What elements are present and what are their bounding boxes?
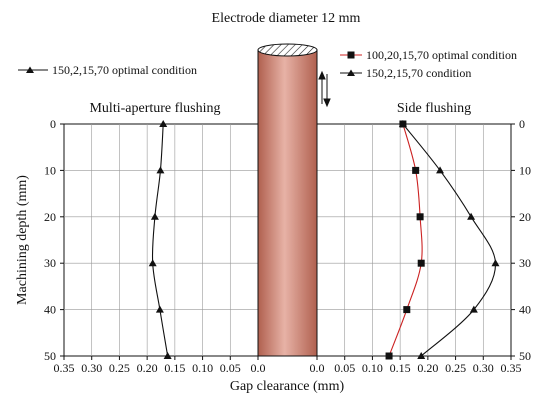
electrode xyxy=(257,43,318,357)
y-tick-label-right: 50 xyxy=(519,349,531,363)
x-axis-label: Gap clearance (mm) xyxy=(230,379,345,394)
axis-ticks: 0.35 0.30 0.25 0.20 0.15 0.10 0.05 0.0 0.0 0.05 0.… xyxy=(44,117,531,375)
right-series-1-point xyxy=(491,259,500,267)
series-layer xyxy=(148,120,500,360)
x-tick-label: 0.10 xyxy=(362,361,383,375)
right-legend-label-2: 150,2,15,70 condition xyxy=(366,66,471,80)
y-tick-label-left: 40 xyxy=(44,303,56,317)
x-tick-label: 0.0 xyxy=(310,361,325,375)
y-tick-label-right: 40 xyxy=(519,303,531,317)
left-legend-label: 150,2,15,70 optimal condition xyxy=(52,63,197,77)
y-axis-label: Machining depth (mm) xyxy=(15,175,30,305)
right-series-0-point xyxy=(416,213,424,221)
x-tick-label: 0.35 xyxy=(54,361,75,375)
left-series-0-point xyxy=(148,259,157,267)
x-tick-label: 0.25 xyxy=(445,361,466,375)
figure-title: Electrode diameter 12 mm xyxy=(212,11,361,26)
y-tick-label-right: 10 xyxy=(519,163,531,177)
left-series-0-point xyxy=(150,212,159,220)
x-tick-label: 0.25 xyxy=(109,361,130,375)
y-tick-label-right: 30 xyxy=(519,256,531,270)
x-tick-label: 0.20 xyxy=(417,361,438,375)
right-legend: 100,20,15,70 optimal condition 150,2,15,… xyxy=(340,48,517,80)
legend-square-marker xyxy=(347,51,355,59)
right-series-0-point xyxy=(403,306,411,314)
y-tick-label-left: 50 xyxy=(44,349,56,363)
x-tick-label: 0.30 xyxy=(473,361,494,375)
y-tick-label-right: 0 xyxy=(519,117,525,131)
left-series-0-point xyxy=(159,120,168,127)
x-tick-label: 0.15 xyxy=(390,361,411,375)
right-series-1-point xyxy=(469,305,478,313)
right-series-1-point xyxy=(398,120,407,127)
x-tick-label: 0.20 xyxy=(137,361,158,375)
right-panel-title: Side flushing xyxy=(397,101,471,116)
y-tick-label-left: 20 xyxy=(44,210,56,224)
right-series-1-point xyxy=(467,212,476,220)
right-series-1-point xyxy=(436,166,445,174)
y-tick-label-left: 0 xyxy=(50,117,56,131)
left-series-0-point xyxy=(155,305,164,313)
x-tick-label: 0.05 xyxy=(334,361,355,375)
right-plot-area xyxy=(316,123,512,357)
y-tick-label-right: 20 xyxy=(519,210,531,224)
left-panel-title: Multi-aperture flushing xyxy=(89,101,220,116)
left-series-0-point xyxy=(163,352,172,359)
left-series-0-line xyxy=(151,123,169,357)
right-legend-label-1: 100,20,15,70 optimal condition xyxy=(366,48,517,62)
x-tick-label: 0.15 xyxy=(164,361,185,375)
x-tick-label: 0.05 xyxy=(220,361,241,375)
right-grid xyxy=(317,124,511,356)
right-series-0-point xyxy=(412,166,420,174)
y-tick-label-left: 10 xyxy=(44,163,56,177)
x-tick-label: 0.30 xyxy=(81,361,102,375)
right-series-0-point xyxy=(417,259,425,267)
x-tick-label: 0.10 xyxy=(192,361,213,375)
right-series-1-point xyxy=(417,352,426,359)
feed-arrows-icon xyxy=(318,70,331,108)
right-series-0-line xyxy=(388,123,423,357)
right-series-0-point xyxy=(385,352,393,360)
legend-triangle-marker xyxy=(26,66,34,73)
electrode-cross-section xyxy=(257,43,318,57)
x-tick-label: 0.0 xyxy=(251,361,266,375)
y-tick-label-left: 30 xyxy=(44,256,56,270)
left-legend: 150,2,15,70 optimal condition xyxy=(18,63,197,77)
legend-triangle-marker xyxy=(347,69,355,76)
right-series-1-line xyxy=(402,123,497,357)
left-series-0-point xyxy=(156,166,165,174)
x-tick-label: 0.35 xyxy=(501,361,522,375)
